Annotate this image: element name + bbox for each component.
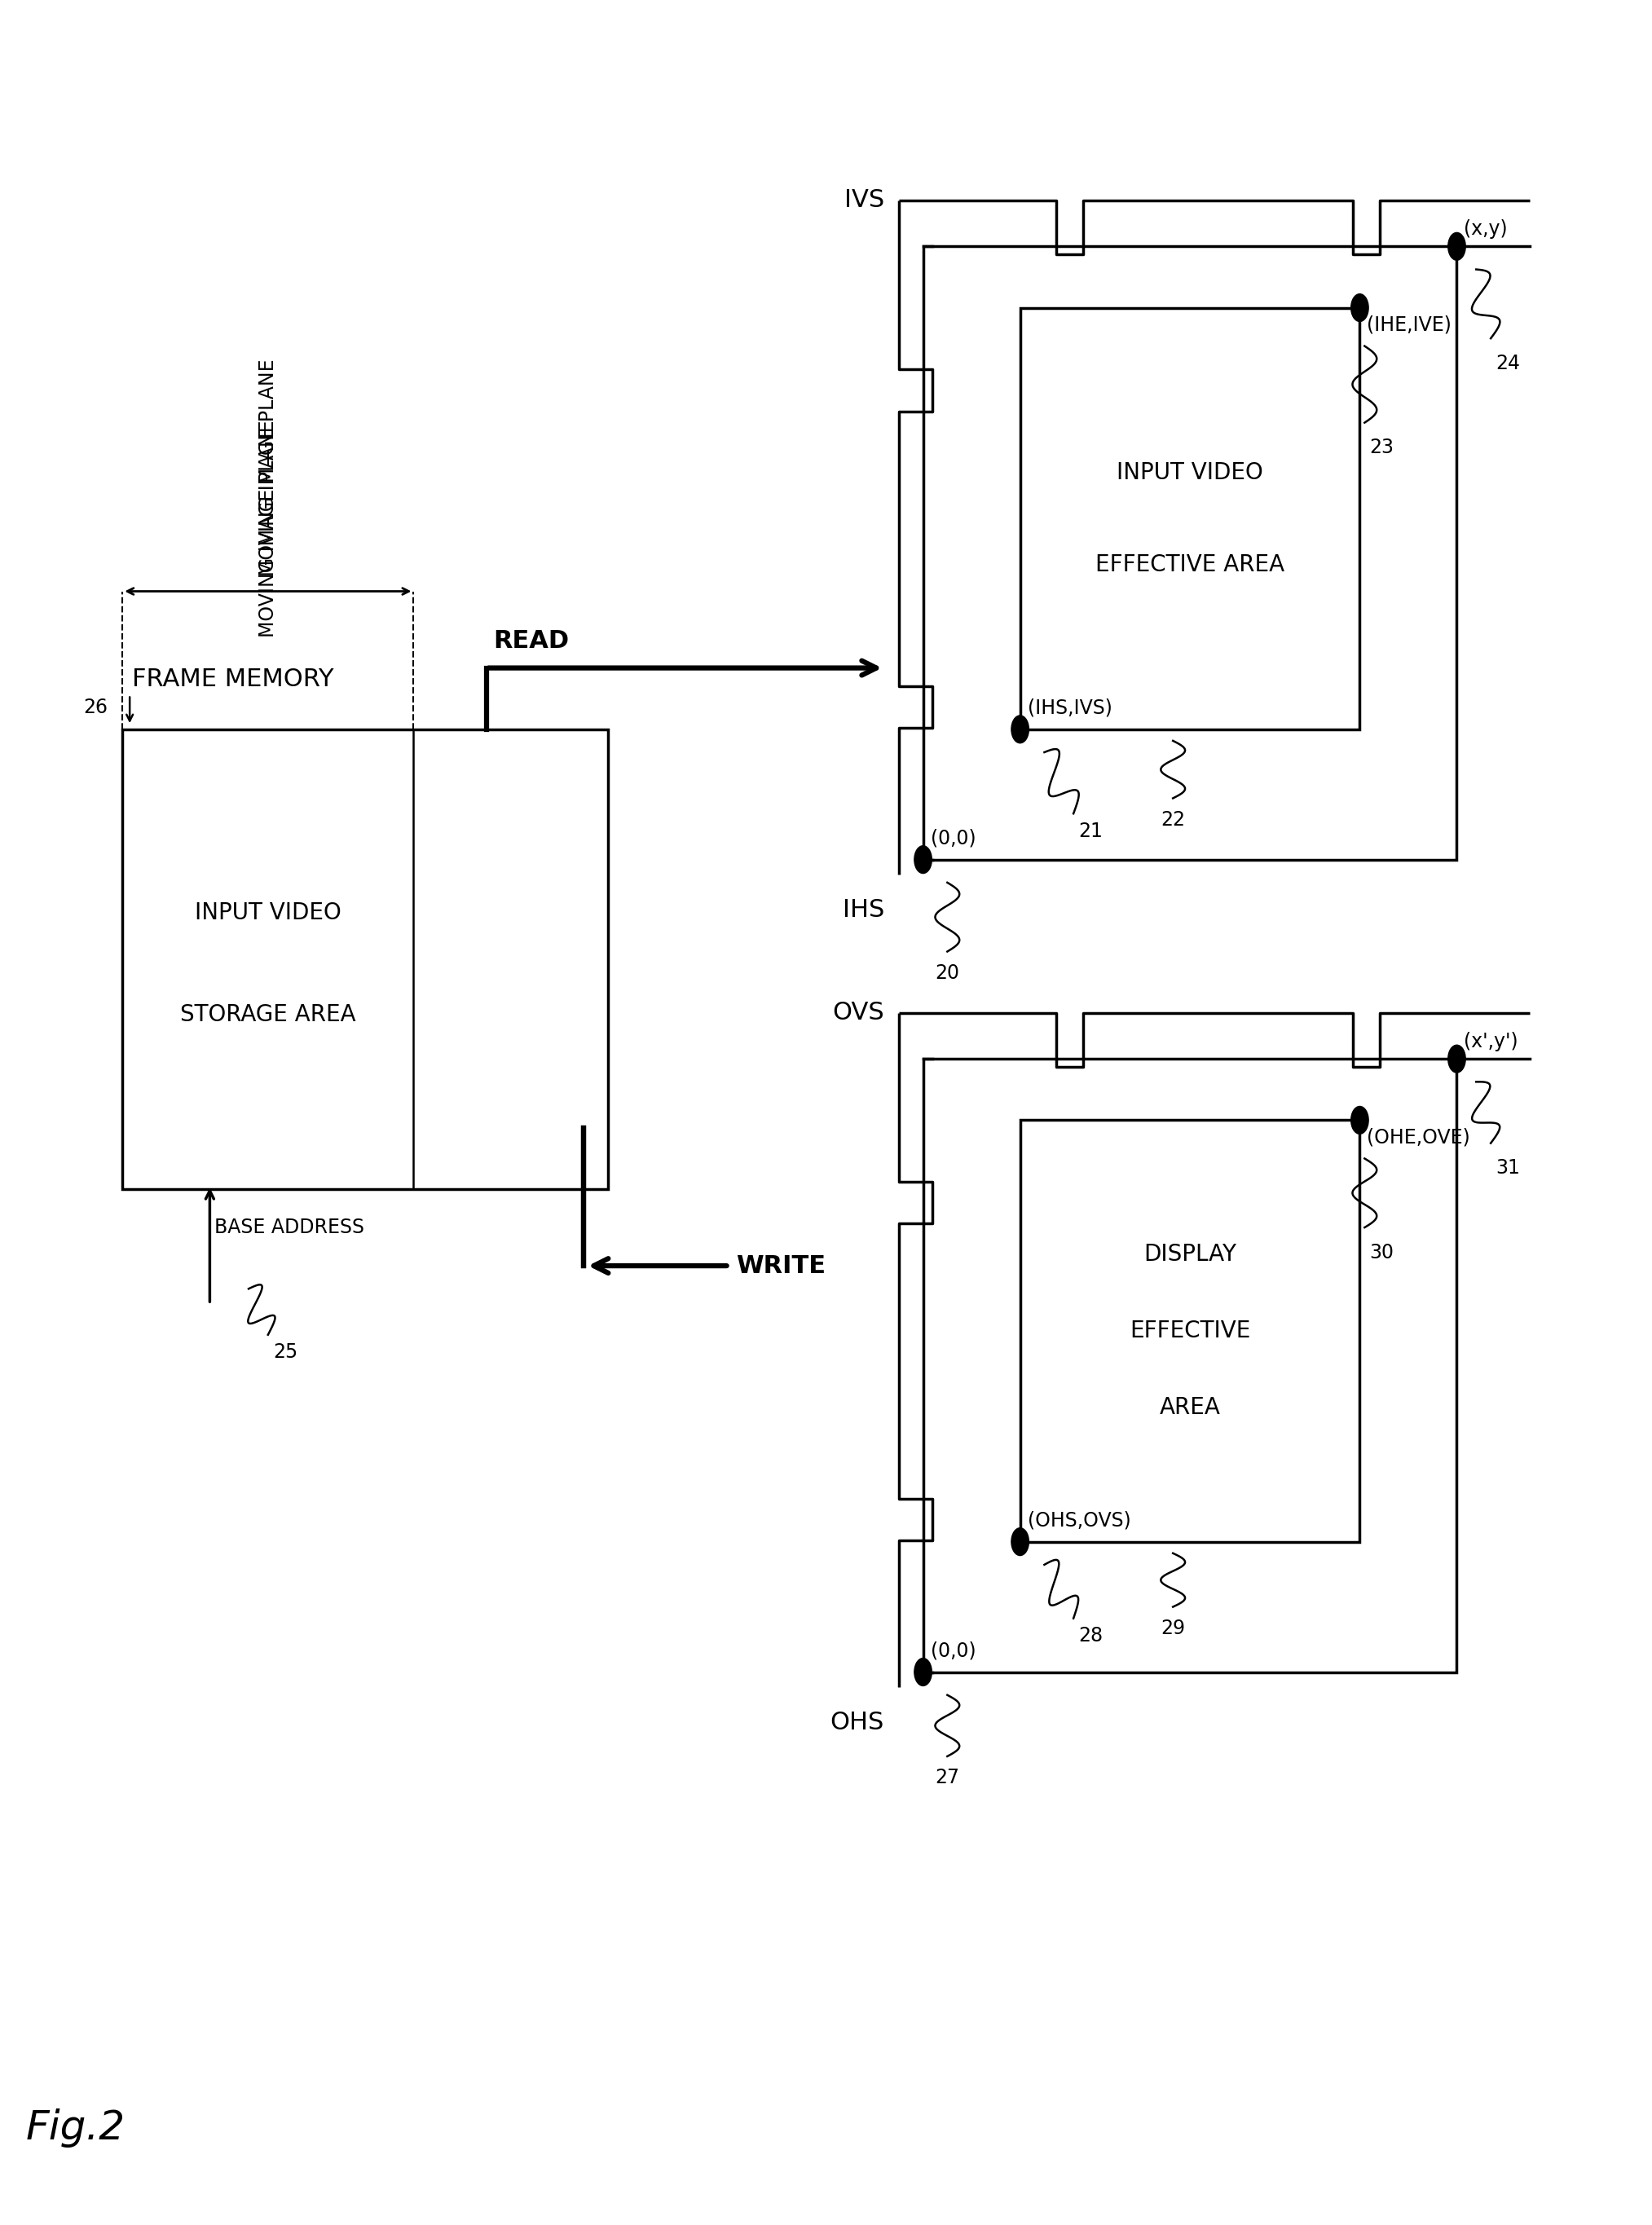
Text: 31: 31 <box>1495 1159 1520 1177</box>
Text: OVS: OVS <box>833 1001 884 1026</box>
Text: MOVING IMAGE PLANE: MOVING IMAGE PLANE <box>258 421 278 636</box>
Circle shape <box>1449 1046 1465 1072</box>
Text: BASE ADDRESS: BASE ADDRESS <box>215 1217 365 1237</box>
Text: 23: 23 <box>1370 438 1394 458</box>
Text: 25: 25 <box>273 1342 297 1362</box>
Bar <box>122 730 608 1188</box>
Text: EFFECTIVE: EFFECTIVE <box>1130 1319 1251 1342</box>
Text: (0,0): (0,0) <box>930 1642 976 1660</box>
Text: 21: 21 <box>1079 821 1102 841</box>
Text: AREA: AREA <box>1160 1395 1221 1420</box>
Text: 30: 30 <box>1370 1244 1394 1262</box>
Circle shape <box>1449 234 1465 260</box>
Circle shape <box>914 1658 932 1687</box>
Circle shape <box>1351 1106 1368 1135</box>
Text: (IHE,IVE): (IHE,IVE) <box>1366 316 1452 336</box>
Text: 26: 26 <box>84 699 107 719</box>
Text: (OHS,OVS): (OHS,OVS) <box>1028 1511 1130 1531</box>
Text: STORAGE AREA: STORAGE AREA <box>180 1003 355 1026</box>
Text: (IHS,IVS): (IHS,IVS) <box>1028 699 1112 719</box>
Text: 27: 27 <box>935 1769 960 1787</box>
Text: (x,y): (x,y) <box>1464 220 1508 238</box>
Text: 28: 28 <box>1079 1626 1104 1646</box>
Text: (0,0): (0,0) <box>930 828 976 848</box>
Circle shape <box>1011 716 1029 743</box>
Text: READ: READ <box>494 630 570 652</box>
Text: INPUT VIDEO: INPUT VIDEO <box>195 901 342 926</box>
Text: (x',y'): (x',y') <box>1464 1032 1518 1050</box>
Text: DISPLAY: DISPLAY <box>1143 1244 1236 1266</box>
Text: IHS: IHS <box>843 899 884 921</box>
Text: MOVING IMAGE PLANE: MOVING IMAGE PLANE <box>258 358 278 576</box>
Text: IVS: IVS <box>844 189 884 211</box>
Text: EFFECTIVE AREA: EFFECTIVE AREA <box>1095 554 1285 576</box>
Text: OHS: OHS <box>831 1711 884 1733</box>
Bar <box>923 247 1457 859</box>
Text: (OHE,OVE): (OHE,OVE) <box>1366 1128 1470 1148</box>
Text: 22: 22 <box>1161 810 1184 830</box>
Text: 20: 20 <box>935 963 960 983</box>
Circle shape <box>1351 294 1368 323</box>
Text: INPUT VIDEO: INPUT VIDEO <box>1117 461 1264 483</box>
Circle shape <box>1011 1529 1029 1555</box>
Circle shape <box>914 846 932 874</box>
Text: FRAME MEMORY: FRAME MEMORY <box>132 668 334 692</box>
Bar <box>1019 307 1360 730</box>
Text: WRITE: WRITE <box>737 1255 826 1277</box>
Text: Fig.2: Fig.2 <box>25 2107 126 2147</box>
Bar <box>923 1059 1457 1671</box>
Bar <box>1019 1119 1360 1542</box>
Text: 29: 29 <box>1161 1618 1184 1638</box>
Text: 24: 24 <box>1495 354 1520 374</box>
